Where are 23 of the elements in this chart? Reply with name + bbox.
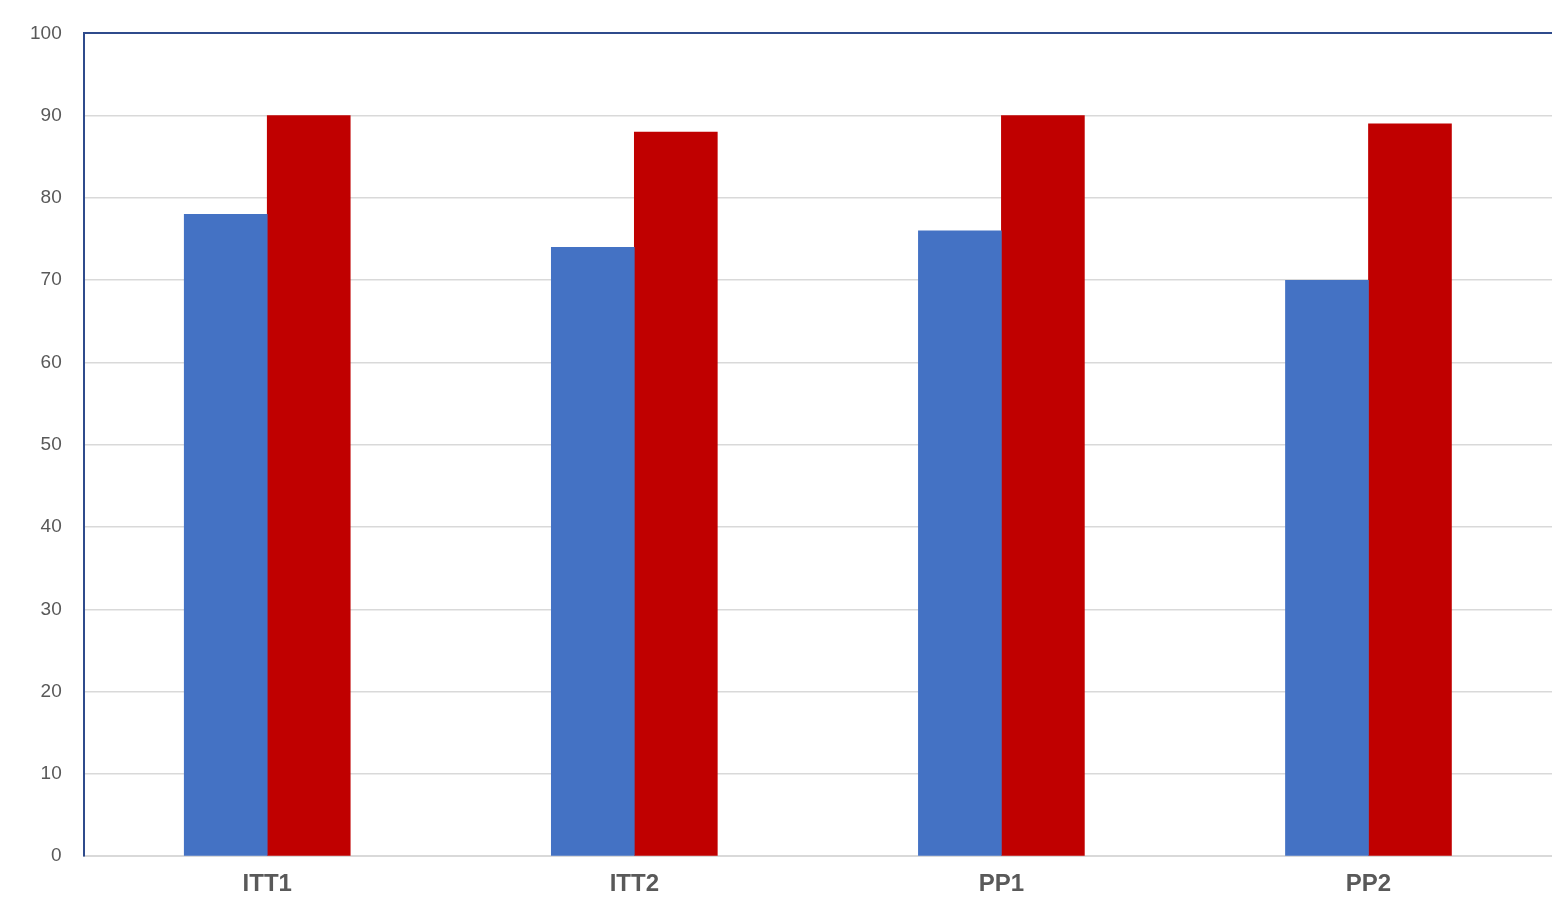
y-tick-label: 90 xyxy=(40,103,62,125)
y-tick-label: 0 xyxy=(51,844,62,866)
x-tick-label: ITT2 xyxy=(609,869,659,897)
bar xyxy=(1001,115,1085,856)
bar xyxy=(1368,123,1452,856)
y-tick-label: 60 xyxy=(40,350,62,372)
bar xyxy=(266,115,351,856)
bar xyxy=(550,247,635,856)
bar xyxy=(1285,279,1369,856)
y-tick-label: 70 xyxy=(40,268,62,290)
y-tick-label: 10 xyxy=(40,762,62,784)
bar xyxy=(918,230,1002,856)
y-tick-label: 40 xyxy=(40,515,62,537)
y-tick-label: 30 xyxy=(40,597,62,619)
x-tick-label: PP2 xyxy=(1345,869,1392,897)
y-tick-label: 20 xyxy=(40,679,62,701)
bar xyxy=(633,131,718,856)
x-tick-label: PP1 xyxy=(978,869,1025,897)
y-tick-label: 50 xyxy=(40,433,62,455)
bar xyxy=(183,214,268,856)
y-tick-label: 100 xyxy=(30,21,62,43)
y-tick-label: 80 xyxy=(40,186,62,208)
x-tick-label: ITT1 xyxy=(242,869,292,897)
